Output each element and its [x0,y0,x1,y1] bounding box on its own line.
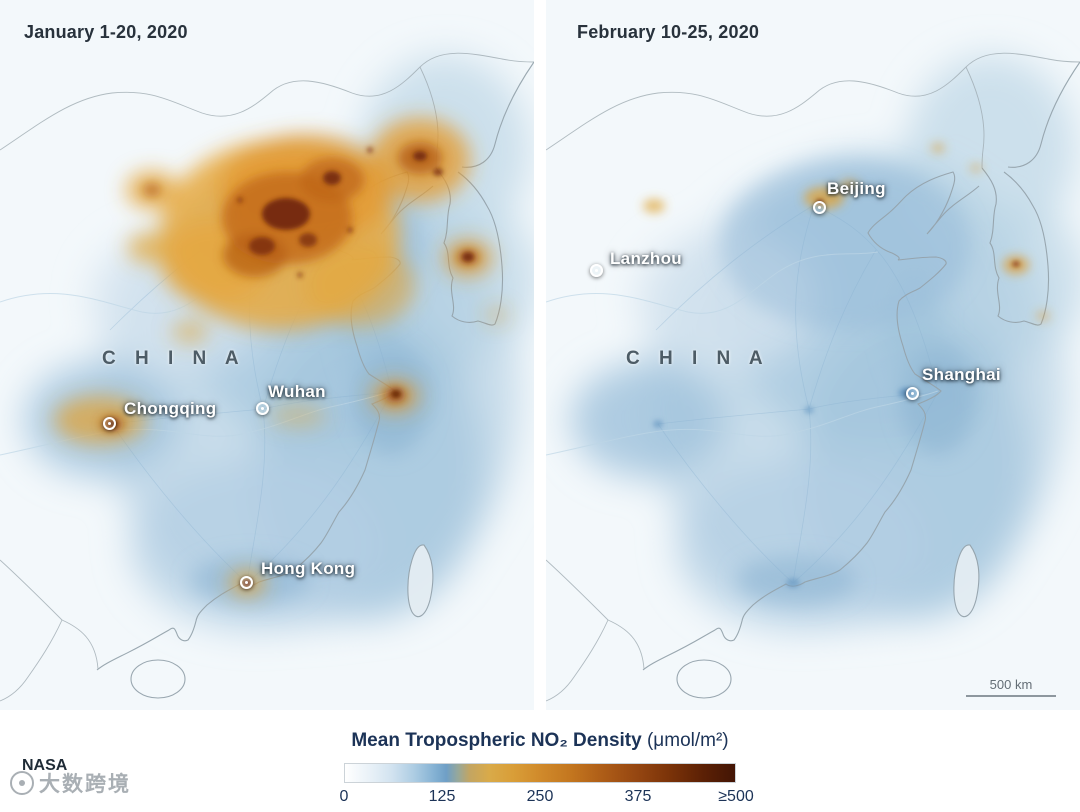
city-label-beijing: Beijing [827,179,886,198]
scale-bar: 500 km [966,677,1056,697]
scale-bar-line [966,695,1056,697]
january-map [0,0,540,710]
legend-tick-labels: 0 125 250 375 ≥500 [340,788,754,810]
shanghai-marker-icon [906,387,919,400]
january-no2-hotspots [54,118,506,595]
city-label-chongqing: Chongqing [124,399,217,418]
chongqing-marker-icon [103,417,116,430]
panel-divider [534,0,546,710]
watermark-text: 大数跨境 [39,773,131,796]
january-panel-title: January 1-20, 2020 [24,22,188,42]
legend: Mean Tropospheric NO₂ Density (μmol/m²) … [0,710,1080,812]
city-label-wuhan: Wuhan [268,382,326,401]
legend-title: Mean Tropospheric NO₂ Density (μmol/m²) [0,710,1080,752]
legend-tick-0: 0 [339,788,349,805]
city-label-hong-kong: Hong Kong [261,559,356,578]
map-pair: January 1-20, 2020 C H I N A Chongqing W… [0,0,1080,710]
legend-tick-1: 125 [428,788,456,805]
legend-gradient-bar [344,763,736,783]
wuhan-marker-icon [256,402,269,415]
city-label-lanzhou: Lanzhou [610,249,682,268]
hong-kong-marker-icon [240,576,253,589]
legend-tick-2: 250 [526,788,554,805]
city-label-shanghai: Shanghai [922,365,1001,384]
legend-title-main: Mean Tropospheric NO₂ Density [351,730,642,751]
country-label-january: C H I N A [102,348,246,369]
china-no2-maps [0,0,1080,710]
legend-tick-3: 375 [624,788,652,805]
watermark-logo-icon [10,771,34,795]
february-panel-title: February 10-25, 2020 [577,22,760,42]
watermark: 大数跨境 [10,768,131,798]
beijing-marker-icon [813,201,826,214]
scale-bar-label: 500 km [989,677,1033,692]
legend-bar-wrap: 0 125 250 375 ≥500 [340,763,754,810]
lanzhou-marker-icon [590,264,603,277]
legend-title-unit: (μmol/m²) [641,730,729,751]
country-label-february: C H I N A [626,348,770,369]
nasa-credit: NASA [22,757,68,774]
legend-tick-4: ≥500 [718,788,754,805]
